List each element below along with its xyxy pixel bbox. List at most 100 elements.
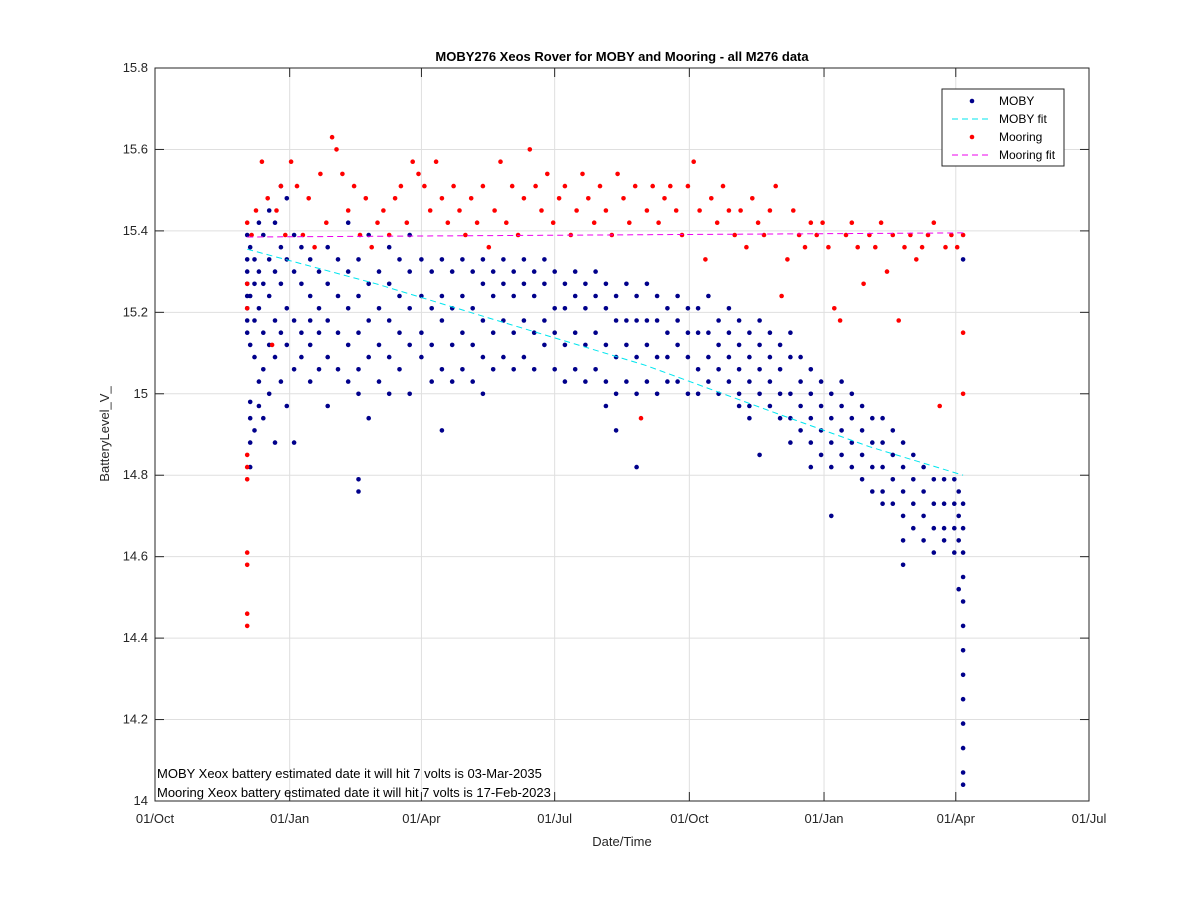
moby-point bbox=[397, 367, 402, 372]
moby-point bbox=[685, 306, 691, 311]
mooring-point bbox=[925, 232, 931, 238]
moby-point bbox=[316, 367, 322, 372]
moby-point bbox=[299, 281, 304, 287]
mooring-point bbox=[509, 183, 515, 189]
mooring-point bbox=[937, 403, 942, 409]
moby-point bbox=[356, 257, 361, 262]
moby-point bbox=[911, 525, 916, 531]
moby-point bbox=[531, 330, 537, 336]
mooring-point bbox=[480, 183, 486, 189]
mooring-point bbox=[855, 244, 860, 250]
moby-point bbox=[849, 440, 855, 445]
moby-point bbox=[572, 269, 578, 274]
moby-point bbox=[870, 440, 875, 445]
moby-point bbox=[808, 367, 814, 372]
moby-point bbox=[266, 257, 272, 262]
moby-point bbox=[284, 342, 290, 348]
moby-point bbox=[531, 367, 537, 372]
moby-point bbox=[675, 379, 680, 384]
mooring-point bbox=[404, 220, 410, 225]
moby-point bbox=[307, 293, 313, 299]
mooring-point bbox=[820, 220, 825, 225]
moby-point bbox=[252, 257, 257, 262]
moby-point bbox=[952, 550, 957, 555]
moby-point bbox=[960, 782, 966, 787]
moby-point bbox=[247, 440, 253, 445]
moby-point bbox=[931, 550, 937, 555]
moby-point bbox=[397, 330, 402, 336]
moby-point bbox=[736, 391, 742, 397]
moby-point bbox=[419, 354, 424, 360]
mooring-point bbox=[709, 196, 714, 201]
moby-point bbox=[829, 513, 834, 519]
mooring-point bbox=[785, 257, 790, 262]
mooring-point bbox=[283, 232, 288, 238]
moby-point bbox=[900, 562, 906, 568]
moby-point bbox=[777, 415, 783, 421]
moby-point bbox=[460, 293, 465, 299]
moby-point bbox=[272, 354, 278, 360]
mooring-point bbox=[410, 159, 416, 164]
moby-point bbox=[583, 342, 588, 348]
moby-point bbox=[952, 525, 957, 531]
moby-point bbox=[407, 269, 413, 274]
moby-point bbox=[634, 354, 639, 360]
mooring-point bbox=[375, 220, 380, 225]
moby-point bbox=[839, 379, 844, 384]
moby-point bbox=[244, 318, 250, 323]
moby-point bbox=[624, 379, 629, 384]
moby-point bbox=[706, 330, 711, 336]
moby-point bbox=[429, 306, 435, 311]
moby-point bbox=[480, 354, 486, 360]
moby-point bbox=[407, 306, 413, 311]
moby-point bbox=[480, 318, 486, 323]
moby-point bbox=[890, 452, 896, 458]
mooring-point bbox=[720, 183, 726, 189]
moby-point bbox=[307, 379, 313, 384]
moby-point bbox=[644, 281, 650, 287]
moby-point bbox=[839, 452, 844, 458]
mooring-point bbox=[802, 244, 808, 250]
moby-point bbox=[880, 440, 885, 445]
moby-point bbox=[613, 428, 619, 433]
mooring-point bbox=[586, 196, 591, 201]
moby-point bbox=[345, 342, 351, 348]
moby-point bbox=[870, 415, 875, 421]
moby-point bbox=[583, 379, 588, 384]
moby-point bbox=[675, 318, 680, 323]
x-tick-label: 01/Jul bbox=[537, 811, 572, 826]
moby-point bbox=[593, 293, 598, 299]
moby-point bbox=[931, 501, 937, 507]
moby-point bbox=[736, 403, 742, 409]
mooring-point bbox=[463, 232, 468, 238]
moby-point bbox=[747, 330, 752, 336]
moby-point bbox=[890, 477, 896, 482]
moby-point bbox=[603, 281, 609, 287]
moby-point bbox=[386, 281, 392, 287]
mooring-point bbox=[621, 196, 626, 201]
moby-point bbox=[757, 452, 762, 458]
moby-point bbox=[407, 342, 413, 348]
moby-point bbox=[798, 354, 803, 360]
mooring-point bbox=[545, 171, 550, 177]
moby-point bbox=[890, 501, 896, 507]
moby-point bbox=[356, 330, 361, 336]
moby-point bbox=[829, 391, 834, 397]
moby-point bbox=[562, 342, 568, 348]
mooring-point bbox=[244, 281, 250, 287]
moby-point bbox=[480, 391, 486, 397]
mooring-point bbox=[826, 244, 831, 250]
moby-point bbox=[829, 415, 834, 421]
moby-point bbox=[911, 452, 916, 458]
x-tick-label: 01/Jul bbox=[1072, 811, 1107, 826]
moby-point bbox=[960, 745, 966, 751]
mooring-point bbox=[416, 171, 421, 177]
moby-point bbox=[624, 281, 629, 287]
moby-point bbox=[299, 354, 304, 360]
mooring-point bbox=[884, 269, 890, 274]
axis-ticks: 01/Oct 01/Jan 01/Apr 01/Jul 01/Oct 01/Jan 01/A… bbox=[123, 60, 1107, 826]
mooring-point bbox=[627, 220, 632, 225]
x-tick-label: 01/Apr bbox=[402, 811, 441, 826]
moby-point bbox=[521, 281, 527, 287]
moby-point bbox=[798, 428, 803, 433]
